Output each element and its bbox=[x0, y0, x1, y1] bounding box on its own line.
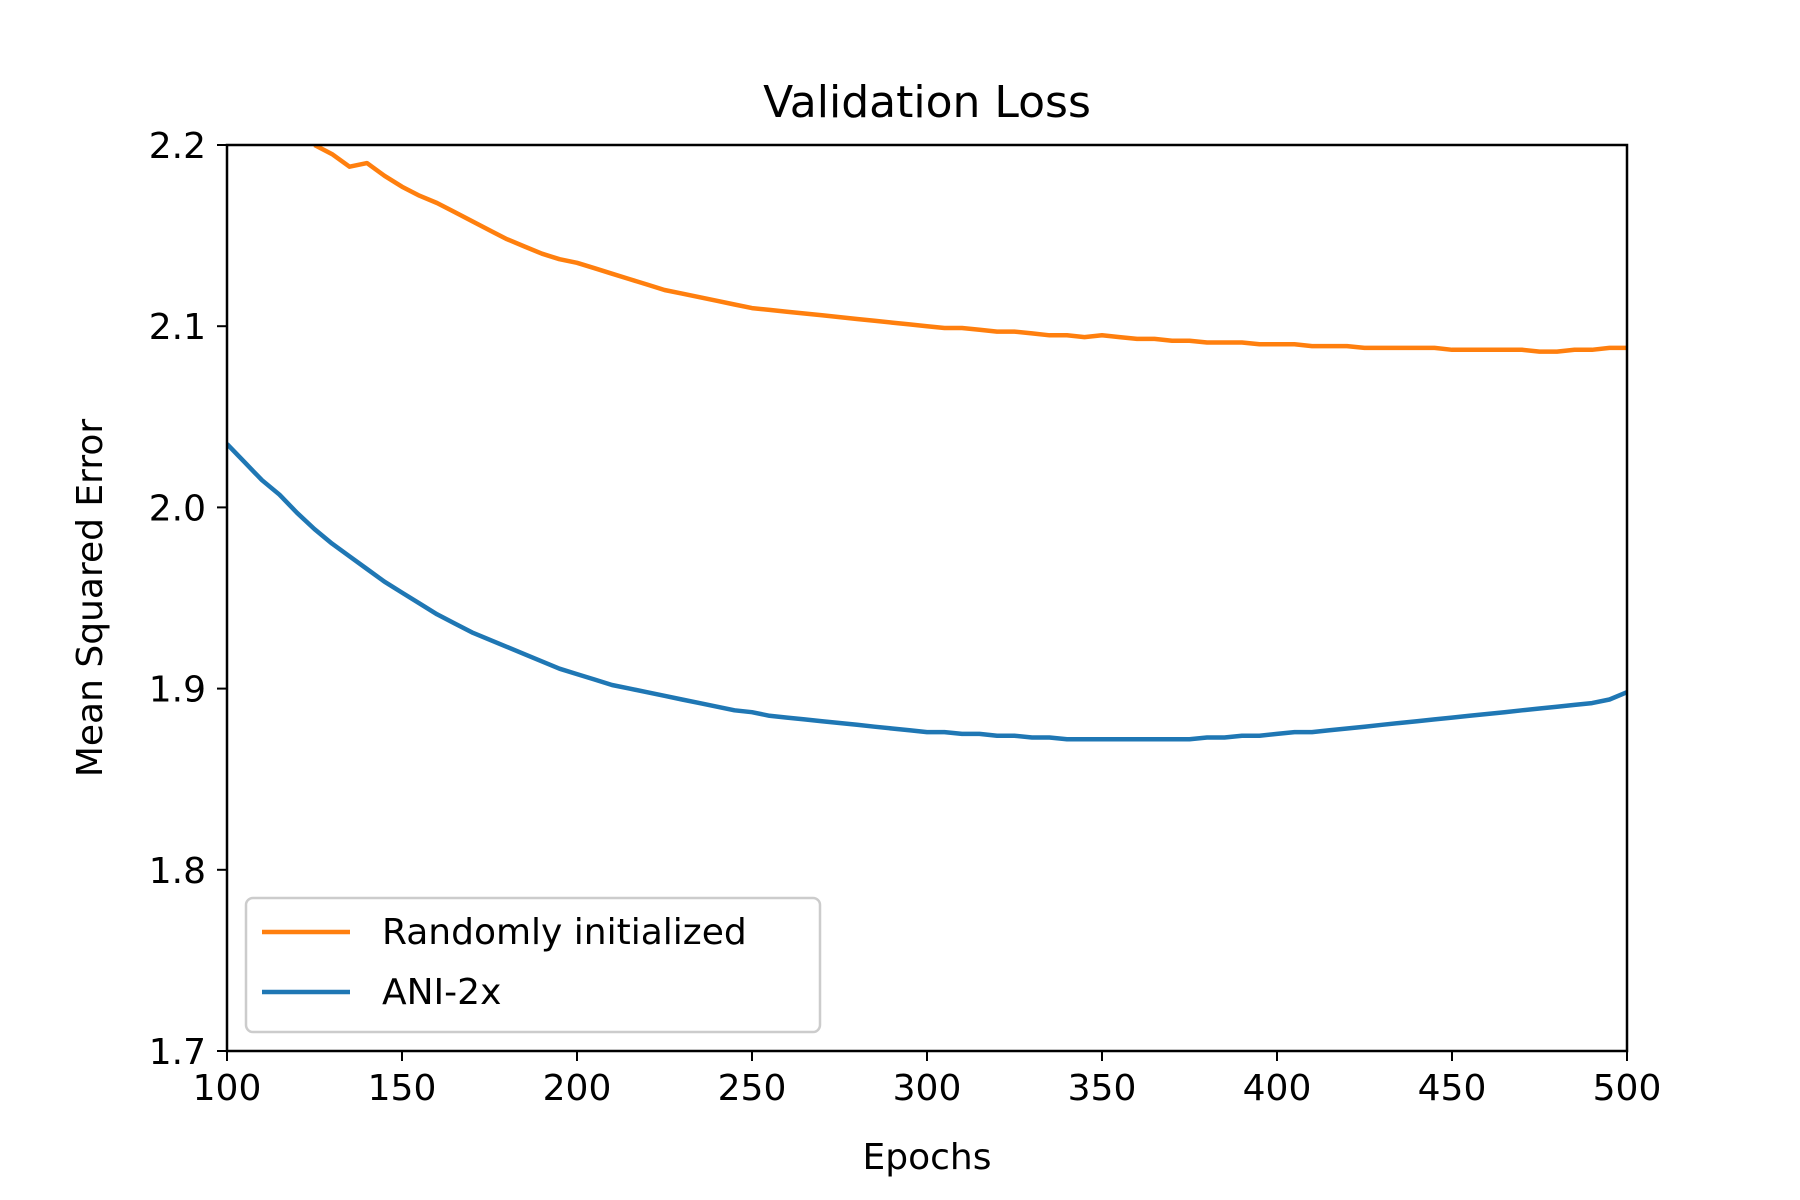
x-tick-label: 300 bbox=[893, 1068, 962, 1109]
series-layer bbox=[227, 145, 1627, 742]
x-tick-label: 250 bbox=[718, 1068, 787, 1109]
legend-label-ani-2x: ANI-2x bbox=[382, 972, 501, 1013]
y-tick-label: 2.2 bbox=[149, 126, 206, 167]
y-axis-ticks: 1.7 1.8 1.9 2.0 2.1 2.2 bbox=[149, 126, 227, 1073]
x-tick-label: 400 bbox=[1243, 1068, 1312, 1109]
y-axis-label: Mean Squared Error bbox=[70, 419, 111, 778]
series-line-ani-2x bbox=[227, 442, 1627, 742]
x-tick-label: 450 bbox=[1418, 1068, 1487, 1109]
legend: Randomly initialized ANI-2x bbox=[244, 896, 822, 1034]
y-tick-label: 1.7 bbox=[149, 1032, 206, 1073]
x-tick-label: 150 bbox=[368, 1068, 437, 1109]
y-tick-label: 2.1 bbox=[149, 307, 206, 348]
y-tick-label: 1.8 bbox=[149, 851, 206, 892]
x-tick-label: 350 bbox=[1068, 1068, 1137, 1109]
x-tick-label: 500 bbox=[1593, 1068, 1662, 1109]
series-line-randomly-initialized bbox=[313, 145, 1627, 354]
chart-title: Validation Loss bbox=[763, 77, 1091, 128]
x-tick-label: 200 bbox=[543, 1068, 612, 1109]
x-tick-label: 100 bbox=[193, 1068, 262, 1109]
y-tick-label: 2.0 bbox=[149, 488, 206, 529]
legend-box bbox=[244, 896, 822, 1034]
x-axis-label: Epochs bbox=[863, 1137, 992, 1178]
legend-label-randomly-initialized: Randomly initialized bbox=[382, 912, 747, 953]
x-axis-ticks: 100 150 200 250 300 350 400 450 500 bbox=[193, 1051, 1662, 1109]
y-tick-label: 1.9 bbox=[149, 670, 206, 711]
